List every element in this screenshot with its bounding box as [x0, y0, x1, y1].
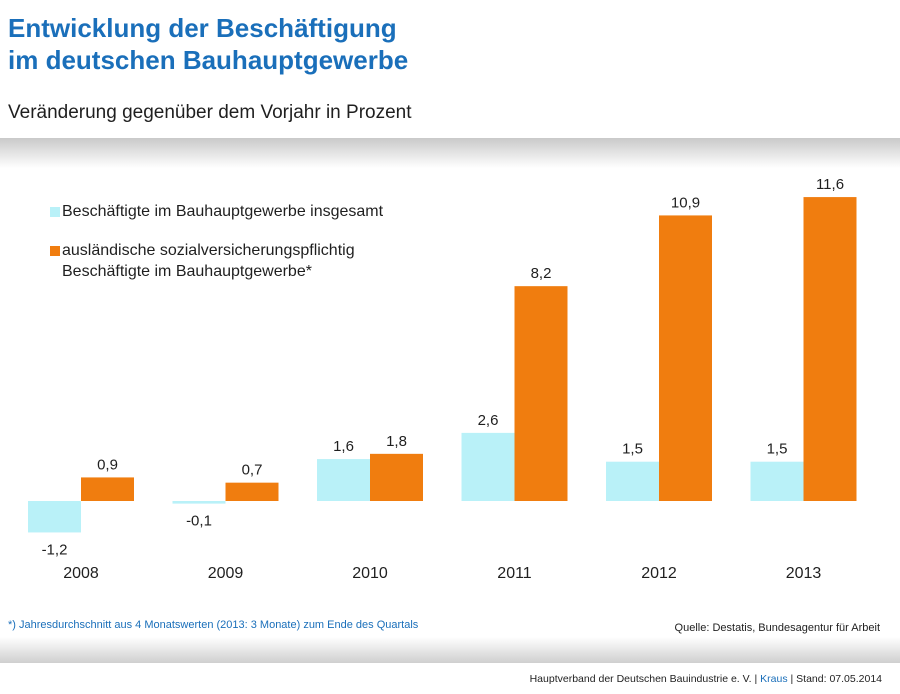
- bar-series-2-2010: [370, 453, 423, 501]
- title-line-2: im deutschen Bauhauptgewerbe: [8, 45, 409, 75]
- x-tick-label-2013: 2013: [786, 565, 822, 582]
- data-label-series-2-2012: 10,9: [671, 194, 700, 211]
- data-label-series-2-2011: 8,2: [531, 265, 552, 282]
- legend-label-series-2: ausländische sozialversicherungspflichti…: [62, 242, 355, 280]
- legend-swatch-series-1: [50, 207, 60, 217]
- data-label-series-1-2012: 1,5: [622, 441, 643, 458]
- data-label-series-1-2009: -0,1: [186, 513, 212, 530]
- x-tick-label-2009: 2009: [208, 565, 244, 582]
- footer-line: Hauptverband der Deutschen Bauindustrie …: [530, 673, 882, 685]
- footer-org: Hauptverband der Deutschen Bauindustrie …: [529, 673, 761, 685]
- bar-series-2-2012: [659, 215, 712, 502]
- x-tick-label-2012: 2012: [641, 565, 677, 582]
- chart-title: Entwicklung der Beschäftigung im deutsch…: [8, 12, 868, 76]
- chart-subtitle: Veränderung gegenüber dem Vorjahr in Pro…: [8, 102, 412, 123]
- legend-label-series-1: Beschäftigte im Bauhauptgewerbe insgesam…: [62, 203, 384, 220]
- legend-swatch-series-2: [50, 246, 60, 256]
- footer-stand: | Stand: 07.05.2014: [787, 673, 882, 685]
- bar-series-1-2010: [317, 459, 370, 501]
- bar-series-2-2009: [225, 482, 279, 501]
- source-note: Quelle: Destatis, Bundesagentur für Arbe…: [674, 622, 880, 634]
- data-label-series-2-2010: 1,8: [386, 433, 407, 450]
- data-label-series-2-2008: 0,9: [97, 456, 118, 473]
- bar-series-2-2013: [803, 197, 857, 501]
- x-tick-label-2011: 2011: [497, 565, 532, 582]
- bar-series-2-2011: [514, 286, 568, 501]
- bar-series-1-2009: [172, 501, 226, 504]
- top-shadow-band: [0, 138, 900, 168]
- x-tick-label-2008: 2008: [63, 565, 99, 582]
- data-label-series-1-2010: 1,6: [333, 438, 354, 455]
- data-label-series-1-2013: 1,5: [767, 441, 788, 458]
- data-label-series-1-2011: 2,6: [478, 412, 499, 429]
- bar-series-1-2012: [606, 461, 659, 501]
- data-label-series-2-2009: 0,7: [242, 462, 263, 479]
- data-label-series-1-2008: -1,2: [42, 541, 68, 558]
- bottom-shadow-band: [0, 637, 900, 663]
- title-line-1: Entwicklung der Beschäftigung: [8, 13, 397, 43]
- footnote: *) Jahresdurchschnitt aus 4 Monatswerten…: [8, 619, 419, 631]
- bar-series-1-2011: [461, 432, 515, 501]
- x-tick-label-2010: 2010: [352, 565, 388, 582]
- bar-series-2-2008: [81, 477, 134, 501]
- bar-series-1-2008: [28, 501, 81, 533]
- footer-author: Kraus: [760, 673, 788, 685]
- bar-series-1-2013: [750, 461, 804, 501]
- data-label-series-2-2013: 11,6: [816, 176, 844, 193]
